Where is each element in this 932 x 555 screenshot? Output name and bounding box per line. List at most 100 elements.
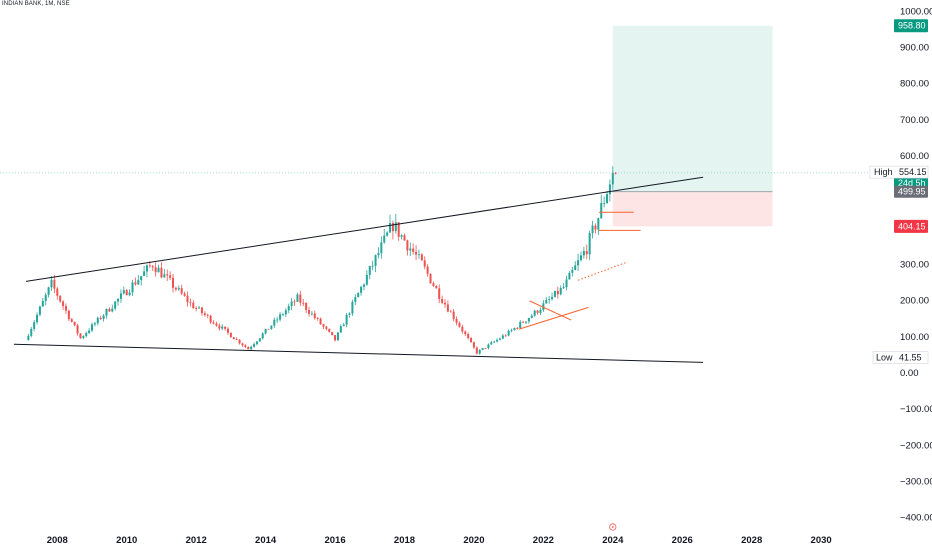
symbol-label: INDIAN BANK, 1M, NSE (2, 1, 70, 7)
candle-body (180, 288, 183, 294)
candle-body (151, 266, 154, 268)
candle-body (328, 328, 331, 332)
candle-body (36, 314, 39, 323)
candle-body (417, 254, 420, 256)
candle-body (224, 326, 227, 329)
candle-body (145, 265, 148, 272)
candle-body (548, 299, 551, 300)
candle-body (614, 172, 617, 174)
target-tag-bg (894, 19, 928, 33)
y-tick-label: 900.00 (900, 43, 929, 54)
x-tick-label: 2018 (394, 535, 415, 546)
candle-body (172, 277, 175, 288)
candle-body (102, 315, 105, 319)
x-tick-label: 2008 (47, 535, 68, 546)
candle-body (64, 306, 67, 311)
candle-body (111, 308, 114, 312)
candle-body (302, 302, 305, 304)
candle-body (423, 260, 426, 267)
x-tick-label: 2010 (116, 535, 137, 546)
candle-body (386, 232, 389, 236)
candle-body (209, 315, 212, 323)
x-tick-label: 2030 (811, 535, 832, 546)
candle-body (270, 325, 273, 330)
candle-body (316, 317, 319, 319)
candle-body (536, 310, 539, 313)
candle-body (189, 302, 192, 304)
candle-body (241, 343, 244, 346)
candle-body (441, 299, 444, 303)
candle-body (585, 250, 588, 255)
candle-body (493, 341, 496, 343)
candle-body (429, 273, 432, 284)
candle-body (258, 338, 261, 342)
candle-body (487, 344, 490, 349)
candle-body (597, 218, 600, 230)
candle-body (229, 332, 232, 338)
candle-body (556, 290, 559, 295)
stop-tag-bg (894, 219, 928, 233)
y-tick-label: 300.00 (900, 260, 929, 271)
candle-body (582, 250, 585, 256)
candle-body (365, 274, 368, 285)
candle-body (105, 308, 108, 316)
low-label-bg (872, 351, 929, 364)
candle-body (438, 288, 441, 300)
candle-body (380, 242, 383, 254)
candle-body (82, 336, 85, 339)
x-tick-label: 2016 (324, 535, 345, 546)
candle-body (351, 301, 354, 314)
candle-body (279, 314, 282, 320)
candle-body (522, 321, 525, 323)
candle-body (571, 270, 574, 273)
candle-body (389, 222, 392, 233)
candle-body (195, 308, 198, 310)
candle-body (293, 301, 296, 303)
candle-body (244, 345, 247, 347)
low-value: 41.55 (899, 352, 922, 362)
x-tick-label: 2028 (741, 535, 762, 546)
candle-body (591, 225, 594, 234)
candle-body (371, 265, 374, 267)
candle-body (519, 321, 522, 329)
y-tick-label: 600.00 (900, 151, 929, 162)
x-tick-label: 2012 (186, 535, 207, 546)
candle-body (281, 314, 284, 316)
y-tick-label: −100.00 (900, 404, 932, 415)
candle-body (137, 280, 140, 285)
target-tag: 958.80 (898, 21, 926, 31)
candle-body (96, 317, 99, 324)
candle-body (461, 326, 464, 332)
candle-body (354, 297, 357, 302)
stop-zone (612, 191, 773, 227)
candle-body (443, 302, 447, 305)
event-marker-dot (611, 526, 614, 528)
candle-body (267, 328, 270, 330)
y-tick-label: 0.00 (900, 368, 919, 379)
upper-trendline (25, 176, 704, 282)
candle-body (108, 308, 111, 312)
candle-body (510, 330, 513, 331)
candle-body (27, 335, 30, 340)
candle-body (565, 279, 568, 288)
candle-body (44, 294, 47, 301)
y-tick-label: −300.00 (900, 476, 932, 487)
candle-body (539, 309, 542, 313)
candle-body (516, 327, 519, 329)
candle-body (403, 235, 406, 241)
candle-body (33, 322, 36, 329)
y-tick-label: 1000.00 (900, 6, 932, 17)
candle-body (119, 293, 122, 299)
candle-body (562, 287, 565, 289)
candle-body (458, 322, 461, 327)
high-label: High (874, 167, 893, 177)
candle-body (542, 303, 545, 310)
candle-body (53, 279, 56, 289)
candle-body (394, 222, 397, 232)
candle-body (247, 346, 250, 350)
candle-body (206, 314, 209, 316)
candle-body (334, 335, 337, 341)
stop-tag: 404.15 (898, 221, 926, 231)
